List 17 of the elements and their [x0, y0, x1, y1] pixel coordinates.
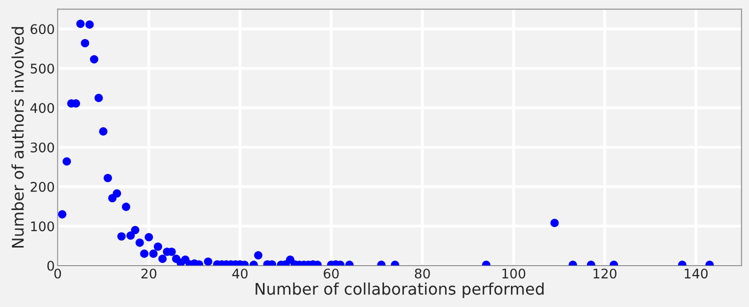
- x-tick-label: 100: [502, 268, 526, 279]
- x-tick-label: 80: [414, 268, 430, 279]
- x-tick-label: 140: [684, 268, 708, 279]
- x-axis-title: Number of collaborations performed: [256, 282, 544, 298]
- x-tick-label: 40: [232, 268, 248, 279]
- y-tick-label: 0: [47, 260, 54, 271]
- y-tick-label: 100: [31, 221, 54, 232]
- y-axis-title: Number of authors involved: [11, 27, 24, 248]
- y-tick-label: 600: [30, 24, 54, 34]
- x-tick-label: 0: [54, 268, 61, 279]
- x-tick-label: 60: [324, 268, 339, 279]
- y-tick-label: 300: [30, 142, 54, 152]
- x-tick-label: 20: [141, 268, 156, 279]
- y-tick-label: 200: [30, 182, 54, 192]
- x-tick-label: 120: [594, 268, 616, 279]
- y-tick-label: 400: [30, 103, 54, 114]
- y-tick-label: 500: [30, 64, 54, 74]
